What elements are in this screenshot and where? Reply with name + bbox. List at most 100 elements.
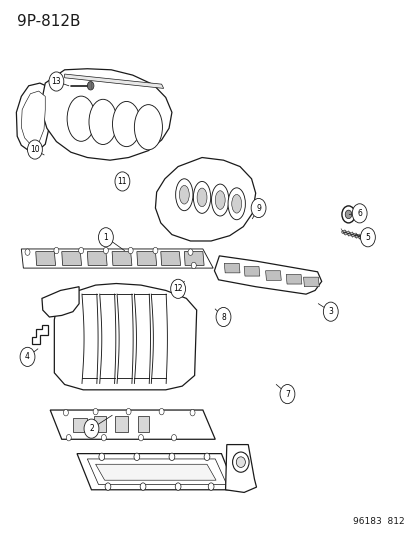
Polygon shape (17, 83, 50, 151)
Ellipse shape (211, 184, 228, 216)
Ellipse shape (175, 179, 192, 211)
Circle shape (66, 434, 71, 441)
Circle shape (105, 483, 111, 490)
Ellipse shape (179, 185, 189, 204)
Circle shape (20, 348, 35, 367)
Polygon shape (138, 416, 149, 432)
Circle shape (63, 409, 68, 416)
Circle shape (140, 483, 145, 490)
Ellipse shape (215, 191, 225, 209)
Circle shape (126, 408, 131, 415)
Text: 2: 2 (89, 424, 94, 433)
Ellipse shape (228, 188, 245, 220)
Circle shape (134, 453, 140, 461)
Polygon shape (244, 266, 259, 276)
Ellipse shape (197, 188, 206, 207)
Text: 96183  812: 96183 812 (353, 517, 404, 526)
Circle shape (115, 172, 130, 191)
Ellipse shape (89, 99, 117, 144)
Polygon shape (77, 454, 235, 490)
Polygon shape (50, 410, 215, 439)
Polygon shape (31, 325, 48, 344)
Polygon shape (21, 91, 45, 144)
Circle shape (344, 210, 351, 219)
Polygon shape (115, 416, 128, 432)
Text: 3: 3 (328, 307, 332, 316)
Circle shape (25, 249, 30, 255)
Text: 7: 7 (284, 390, 289, 399)
Ellipse shape (231, 195, 241, 213)
Ellipse shape (236, 457, 245, 467)
Circle shape (175, 483, 180, 490)
Ellipse shape (67, 96, 95, 141)
Circle shape (341, 206, 354, 223)
Text: 8: 8 (221, 312, 225, 321)
Circle shape (279, 384, 294, 403)
Polygon shape (224, 263, 240, 273)
Circle shape (101, 434, 106, 441)
Polygon shape (21, 249, 213, 268)
Circle shape (323, 302, 337, 321)
Text: 1: 1 (103, 233, 108, 242)
Polygon shape (137, 252, 156, 265)
Polygon shape (36, 252, 55, 265)
Circle shape (191, 262, 196, 269)
Polygon shape (95, 464, 216, 480)
Circle shape (84, 419, 99, 438)
Text: 13: 13 (52, 77, 61, 86)
Text: 5: 5 (365, 233, 370, 242)
Ellipse shape (232, 452, 249, 472)
Circle shape (169, 453, 174, 461)
Circle shape (251, 198, 266, 217)
Polygon shape (184, 252, 204, 265)
Text: 4: 4 (25, 352, 30, 361)
Circle shape (27, 140, 42, 159)
Circle shape (49, 72, 64, 91)
Circle shape (360, 228, 375, 247)
Circle shape (103, 247, 108, 254)
Circle shape (351, 204, 366, 223)
Circle shape (138, 434, 143, 441)
Polygon shape (64, 74, 163, 88)
Text: 12: 12 (173, 284, 183, 293)
Ellipse shape (193, 181, 210, 213)
Circle shape (54, 247, 59, 254)
Polygon shape (87, 459, 226, 484)
Polygon shape (42, 287, 79, 317)
Circle shape (190, 409, 195, 416)
Circle shape (93, 408, 98, 415)
Text: 10: 10 (30, 145, 40, 154)
Circle shape (99, 453, 104, 461)
Circle shape (152, 247, 157, 254)
Text: 11: 11 (117, 177, 127, 186)
Polygon shape (54, 284, 196, 390)
Ellipse shape (134, 104, 162, 150)
Circle shape (216, 308, 230, 327)
Circle shape (171, 434, 176, 441)
Polygon shape (93, 416, 106, 432)
Polygon shape (214, 256, 321, 294)
Polygon shape (87, 252, 107, 265)
Polygon shape (62, 252, 81, 265)
Circle shape (128, 247, 133, 254)
Circle shape (87, 82, 94, 90)
Polygon shape (225, 445, 256, 492)
Circle shape (98, 228, 113, 247)
Polygon shape (155, 158, 255, 241)
Polygon shape (112, 252, 132, 265)
Circle shape (188, 249, 192, 255)
Polygon shape (160, 252, 180, 265)
Text: 9: 9 (256, 204, 260, 213)
Text: 9P-812B: 9P-812B (17, 14, 81, 29)
Circle shape (159, 408, 164, 415)
Polygon shape (42, 69, 171, 160)
Circle shape (170, 279, 185, 298)
Ellipse shape (112, 101, 140, 147)
Polygon shape (265, 271, 280, 280)
Text: 6: 6 (356, 209, 361, 218)
Polygon shape (285, 274, 301, 284)
Circle shape (204, 453, 209, 461)
Circle shape (208, 483, 214, 490)
Polygon shape (303, 277, 318, 287)
Polygon shape (73, 418, 86, 432)
